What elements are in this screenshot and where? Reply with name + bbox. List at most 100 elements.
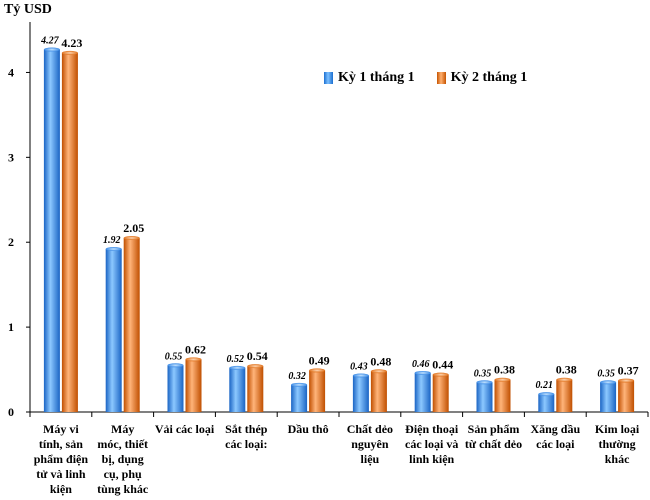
x-category-label-4: Sắt thép các loại: <box>215 422 277 452</box>
bar-series-2-cat-3 <box>185 359 202 412</box>
x-category-label-line: từ chất dẻo <box>464 437 523 451</box>
x-category-label-9: Xăng dầu các loại <box>524 422 586 452</box>
bar-cap-series-2-cat-7 <box>432 372 449 377</box>
data-label-series-2-cat-6: 0.48 <box>370 354 391 368</box>
legend-label-series-2: Kỳ 2 tháng 1 <box>450 70 528 85</box>
x-category-label-line: nguyên <box>351 437 389 451</box>
bar-series-1-cat-8 <box>476 382 493 412</box>
x-category-label-1: Máy vi tính, sản phẩm điện tử và linh kiện <box>30 422 92 497</box>
x-category-label-3: Vải các loại <box>154 422 216 437</box>
data-label-series-1-cat-9: 0.21 <box>536 380 554 391</box>
bar-series-2-cat-7 <box>432 374 449 412</box>
bar-series-1-cat-9 <box>538 394 555 412</box>
bar-series-2-cat-6 <box>370 371 387 412</box>
x-category-label-line: Vải các loại <box>154 422 215 436</box>
bar-cap-series-1-cat-5 <box>291 382 308 387</box>
data-label-series-2-cat-9: 0.38 <box>556 363 577 377</box>
bar-cap-series-1-cat-2 <box>105 247 122 252</box>
data-label-series-1-cat-7: 0.46 <box>412 359 430 370</box>
bar-cap-series-2-cat-6 <box>370 369 387 374</box>
data-label-series-2-cat-1: 4.23 <box>61 36 82 50</box>
y-tick-label: 3 <box>8 150 14 164</box>
x-category-label-line: tính, sản <box>38 437 83 451</box>
x-category-label-2: Máy móc, thiết bị, dụng cụ, phụ tùng khác <box>92 422 154 497</box>
bar-cap-series-2-cat-10 <box>618 378 635 383</box>
bar-cap-series-2-cat-4 <box>247 364 264 369</box>
x-category-label-line: liệu <box>360 452 380 466</box>
x-category-label-line: móc, thiết <box>97 437 149 451</box>
x-category-label-line: các loại <box>536 437 575 451</box>
x-category-label-line: bị, dụng <box>101 452 144 466</box>
data-label-series-2-cat-4: 0.54 <box>247 349 268 363</box>
x-category-label-line: Sản phẩm <box>467 422 520 436</box>
x-category-label-line: linh kiện <box>409 452 455 466</box>
legend-item-series-1: Kỳ 1 tháng 1 <box>324 70 415 86</box>
data-label-series-1-cat-3: 0.55 <box>165 351 183 362</box>
bar-cap-series-2-cat-8 <box>494 377 511 382</box>
bar-cap-series-1-cat-10 <box>600 380 617 385</box>
x-category-label-line: khác <box>604 452 630 466</box>
bar-cap-series-1-cat-6 <box>352 373 369 378</box>
bar-cap-series-1-cat-9 <box>538 392 555 397</box>
x-category-label-line: Điện thoại <box>405 422 459 436</box>
y-tick-label: 2 <box>8 235 14 249</box>
legend-swatch-blue <box>324 72 333 84</box>
bar-series-2-cat-2 <box>123 237 140 412</box>
data-label-series-2-cat-7: 0.44 <box>432 358 453 372</box>
bar-series-1-cat-4 <box>229 367 246 412</box>
x-category-label-6: Chất dẻo nguyên liệu <box>339 422 401 467</box>
data-label-series-2-cat-3: 0.62 <box>185 342 206 356</box>
y-axis-unit-label: Tỷ USD <box>4 2 52 17</box>
x-category-label-line: Chất dẻo <box>346 422 394 436</box>
y-tick-label: 4 <box>8 65 14 79</box>
x-category-label-line: thường <box>598 437 636 451</box>
bar-cap-series-1-cat-4 <box>229 365 246 370</box>
bar-cap-series-1-cat-7 <box>414 370 431 375</box>
x-category-label-line: tùng khác <box>97 482 149 496</box>
legend-label-series-1: Kỳ 1 tháng 1 <box>338 70 415 85</box>
bar-series-2-cat-8 <box>494 379 511 412</box>
x-category-label-line: tử và linh <box>36 467 86 481</box>
x-category-label-10: Kim loại thường khác <box>586 422 648 467</box>
bar-series-2-cat-5 <box>309 370 326 412</box>
bar-series-1-cat-10 <box>600 382 617 412</box>
bar-cap-series-1-cat-1 <box>43 47 60 52</box>
data-label-series-1-cat-2: 1.92 <box>103 235 121 246</box>
bar-cap-series-1-cat-3 <box>167 363 184 368</box>
y-tick-label: 0 <box>8 405 14 419</box>
legend-swatch-orange <box>436 72 446 84</box>
x-category-label-line: Dầu thô <box>287 422 329 436</box>
data-label-series-2-cat-8: 0.38 <box>494 363 515 377</box>
x-category-label-line: các loại: <box>225 437 268 451</box>
x-category-label-line: Máy <box>111 422 135 436</box>
x-category-label-line: Kim loại <box>594 422 640 436</box>
bar-cap-series-2-cat-9 <box>556 377 573 382</box>
data-label-series-2-cat-10: 0.37 <box>618 364 639 378</box>
bar-series-1-cat-5 <box>291 384 308 412</box>
bar-series-2-cat-10 <box>618 380 635 412</box>
data-label-series-1-cat-8: 0.35 <box>474 368 492 379</box>
bar-series-1-cat-2 <box>105 249 122 412</box>
bar-cap-series-2-cat-5 <box>309 368 326 373</box>
bar-series-1-cat-1 <box>43 49 60 412</box>
x-category-label-line: Xăng dầu <box>530 422 581 436</box>
data-label-series-2-cat-5: 0.49 <box>309 353 330 367</box>
bar-cap-series-1-cat-8 <box>476 380 493 385</box>
bar-series-1-cat-6 <box>352 375 369 412</box>
bar-series-2-cat-4 <box>247 366 264 412</box>
y-tick-label: 1 <box>8 320 14 334</box>
x-category-label-line: cụ, phụ <box>103 467 142 481</box>
bar-cap-series-2-cat-3 <box>185 357 202 362</box>
legend-item-series-2: Kỳ 2 tháng 1 <box>436 70 528 86</box>
bar-series-2-cat-1 <box>61 52 78 413</box>
x-category-label-line: kiện <box>49 482 72 496</box>
x-category-label-line: các loại và <box>405 437 459 451</box>
bar-series-2-cat-9 <box>556 379 573 412</box>
data-label-series-1-cat-5: 0.32 <box>288 371 306 382</box>
x-category-label-5: Dầu thô <box>277 422 339 437</box>
data-label-series-1-cat-10: 0.35 <box>597 368 615 379</box>
data-label-series-1-cat-4: 0.52 <box>227 354 245 365</box>
data-label-series-1-cat-6: 0.43 <box>350 361 368 372</box>
x-category-label-7: Điện thoại các loại và linh kiện <box>401 422 463 467</box>
